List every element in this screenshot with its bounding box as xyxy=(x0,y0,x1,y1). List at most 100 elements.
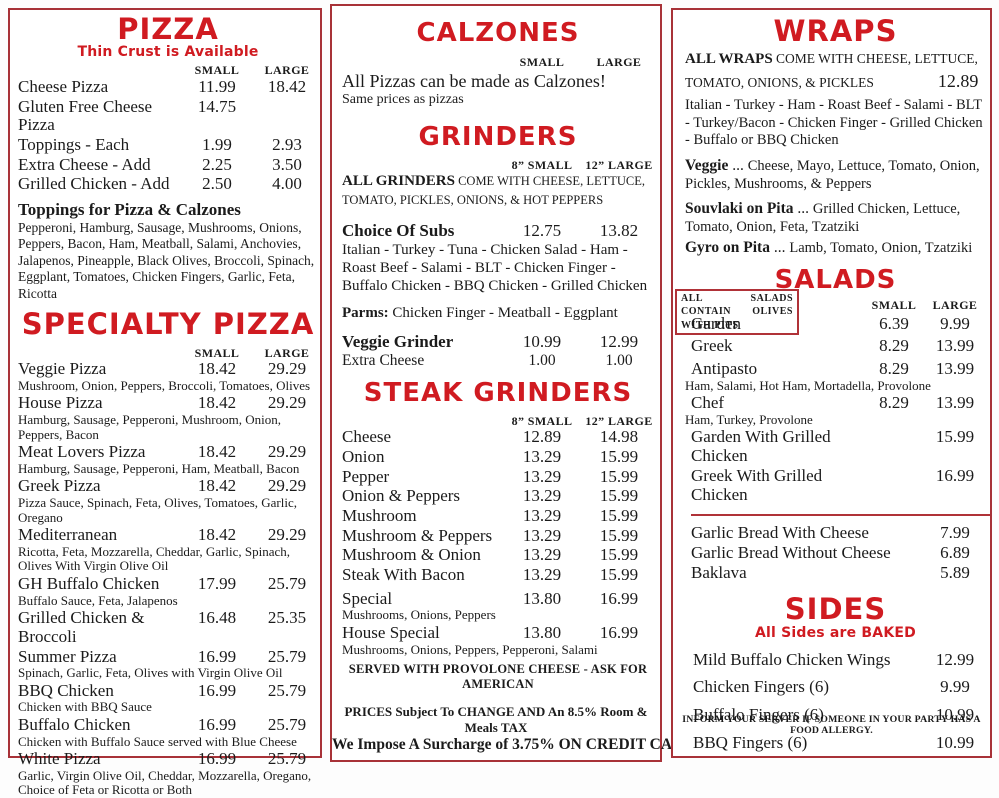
middle-column: CALZONES SMALL LARGE All Pizzas can be m… xyxy=(330,4,763,762)
item-price-small: 6.39 xyxy=(879,313,909,333)
item-price-small: 1.99 xyxy=(202,134,232,154)
calzones-subnote: Same prices as pizzas xyxy=(342,91,464,107)
item-name: Cheese Pizza xyxy=(18,76,109,96)
item-price-large: 2.93 xyxy=(272,134,302,154)
item-price-small: 14.75 xyxy=(197,96,237,116)
item-name: Gluten Free Cheese Pizza xyxy=(18,96,153,135)
item-name: Gyro on Pita xyxy=(685,238,770,256)
item-name: Greek Pizza xyxy=(18,476,101,496)
section-divider xyxy=(691,514,990,517)
menu-item-row: Mushroom 13.29 15.99 xyxy=(342,505,654,526)
wraps-list: Italian - Turkey - Ham - Roast Beef - Sa… xyxy=(685,97,983,149)
item-price-large: 25.79 xyxy=(267,646,307,666)
item-price-large: 12.99 xyxy=(599,331,639,351)
large-col-header: LARGE xyxy=(264,345,310,360)
item-name: BBQ Chicken xyxy=(18,680,114,700)
parms-list: Chicken Finger - Meatball - Eggplant xyxy=(388,304,618,321)
wraps-title: WRAPS xyxy=(773,14,898,48)
menu-item: Summer Pizza 16.99 25.79 Spinach, Garlic… xyxy=(18,646,318,681)
steak-grinders-title: STEAK GRINDERS xyxy=(363,377,633,408)
item-price-small: 13.29 xyxy=(522,525,562,545)
small-col-header: 8” SMALL xyxy=(511,413,573,428)
item-price-small: 2.25 xyxy=(202,154,232,174)
toppings-title: Toppings for Pizza & Calzones xyxy=(18,199,241,219)
item-price: 10.99 xyxy=(935,705,975,725)
surcharge-note: We Impose A Surcharge of 3.75% ON CREDIT… xyxy=(332,736,763,753)
pizza-title: PIZZA xyxy=(117,12,219,46)
item-price-large: 1.00 xyxy=(605,351,633,369)
item-name: Choice Of Subs xyxy=(342,221,455,241)
menu-item-row: BBQ Fingers (6) 10.99 xyxy=(685,733,986,753)
item-description: Cheese, Mayo, Lettuce, Tomato, Onion, Pi… xyxy=(685,157,980,192)
item-name: Toppings - Each xyxy=(18,134,130,154)
item-price-small: 13.29 xyxy=(522,565,562,585)
item-description: Lamb, Tomato, Onion, Tzatziki xyxy=(789,239,973,256)
item-name: Veggie Pizza xyxy=(18,359,107,379)
menu-item-row: Pepper 13.29 15.99 xyxy=(342,466,654,487)
item-price-large: 25.79 xyxy=(267,680,307,700)
menu-item: White Pizza 16.99 25.79 Garlic, Virgin O… xyxy=(18,750,318,798)
item-price: 5.89 xyxy=(940,562,970,582)
item-price-large: 13.99 xyxy=(935,358,975,378)
grinders-title: GRINDERS xyxy=(418,121,578,152)
menu-item-row: Chicken Fingers (6) 9.99 xyxy=(685,678,986,697)
menu-item: GH Buffalo Chicken 17.99 25.79 Buffalo S… xyxy=(18,574,318,608)
item-price-small: 13.29 xyxy=(522,446,562,466)
item-name: Mushroom & Peppers xyxy=(342,525,493,545)
menu-item: Garden 6.39 9.99 xyxy=(685,313,986,334)
item-price-small: 13.29 xyxy=(522,505,562,525)
item-price-small: 12.75 xyxy=(522,221,562,241)
menu-item: Grilled Chicken & Broccoli 16.48 25.35 xyxy=(18,608,318,646)
item-name: Veggie xyxy=(685,156,729,174)
item-name: Garden With Grilled Chicken xyxy=(691,427,831,466)
grinders-note: ALL GRINDERS COME WITH CHEESE, LETTUCE, … xyxy=(342,172,654,208)
item-price-large: 15.99 xyxy=(599,466,639,486)
item-price-large: 15.99 xyxy=(599,446,639,466)
menu-item-row: Extra Cheese - Add 2.25 3.50 xyxy=(18,154,318,175)
item-description: Mushrooms, Onions, Peppers xyxy=(342,607,496,623)
item-name: Garden xyxy=(691,313,742,333)
item-price-large: 4.00 xyxy=(272,174,302,194)
menu-item: BBQ Chicken 16.99 25.79 Chicken with BBQ… xyxy=(18,680,318,715)
item-price-small: 13.29 xyxy=(522,545,562,565)
large-col-header: LARGE xyxy=(264,63,310,78)
item-price-small: 12.89 xyxy=(522,427,562,447)
item-price-large: 16.99 xyxy=(935,465,975,485)
item-name: House Pizza xyxy=(18,393,103,413)
wraps-note-lead: ALL WRAPS xyxy=(685,51,773,68)
menu-item: Antipasto 8.29 13.99 Ham, Salami, Hot Ha… xyxy=(685,358,986,393)
wraps-price: 12.89 xyxy=(937,70,979,91)
specialty-pizza-title: SPECIALTY PIZZA xyxy=(21,307,315,342)
steak-size-header: 8” SMALL 12” LARGE xyxy=(342,414,654,428)
item-name: Souvlaki on Pita xyxy=(685,200,794,218)
item-price-small: 16.99 xyxy=(197,749,237,769)
item-name: Mushroom & Onion xyxy=(342,545,481,565)
item-price-large: 14.98 xyxy=(599,427,639,447)
grinders-note-rest: COME WITH CHEESE, LETTUCE, TOMATO, PICKL… xyxy=(342,174,645,207)
item-name: Special xyxy=(342,588,393,608)
menu-item-row: Steak With Bacon 13.29 15.99 xyxy=(342,565,654,585)
toppings-list: Pepperoni, Hamburg, Sausage, Mushrooms, … xyxy=(18,219,315,301)
salads-header: SALADS ALL SALADS CONTAIN OLIVES WITH PI… xyxy=(675,266,986,336)
item-price-large: 13.99 xyxy=(935,393,975,413)
item-name: House Special xyxy=(342,622,440,642)
item-price-large: 18.42 xyxy=(267,76,307,96)
menu-item: House Pizza 18.42 29.29 Hamburg, Sausage… xyxy=(18,394,318,442)
item-name: Meat Lovers Pizza xyxy=(18,442,146,462)
item-price-large: 15.99 xyxy=(599,525,639,545)
item-price-large: 15.99 xyxy=(599,486,639,506)
item-price-small: 18.42 xyxy=(197,393,237,413)
item-price-small: 11.99 xyxy=(198,76,236,96)
menu-item-row: Mushroom & Peppers 13.29 15.99 xyxy=(342,525,654,546)
allergy-notice: INFORM YOUR SERVER IF SOMEONE IN YOUR PA… xyxy=(682,714,981,736)
calzones-size-header: SMALL LARGE xyxy=(342,55,654,69)
item-description: Hamburg, Sausage, Pepperoni, Ham, Meatba… xyxy=(18,460,300,476)
item-price-large: 16.99 xyxy=(599,588,639,608)
item-name: Veggie Grinder xyxy=(342,331,454,351)
menu-item: Gyro on Pita ... Lamb, Tomato, Onion, Tz… xyxy=(685,239,986,257)
item-description: Grilled Chicken, Lettuce, Tomato, Onion,… xyxy=(685,201,961,236)
small-col-header: 8” SMALL xyxy=(511,157,573,172)
pizza-size-header: SMALL LARGE xyxy=(18,63,318,77)
item-price-large: 29.29 xyxy=(267,525,307,545)
grinders-note-lead: ALL GRINDERS xyxy=(342,173,455,190)
